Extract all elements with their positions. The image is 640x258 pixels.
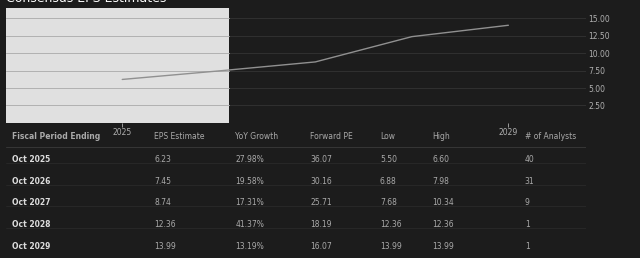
Text: Oct 2026: Oct 2026 xyxy=(12,176,51,186)
Text: 7.45: 7.45 xyxy=(154,176,171,186)
Text: 1: 1 xyxy=(525,220,529,229)
Text: 13.19%: 13.19% xyxy=(235,242,264,251)
Text: 7.68: 7.68 xyxy=(380,198,397,207)
Text: YoY Growth: YoY Growth xyxy=(235,132,278,141)
Text: 5.50: 5.50 xyxy=(380,155,397,164)
Text: 12.36: 12.36 xyxy=(154,220,176,229)
Text: 12.36: 12.36 xyxy=(432,220,454,229)
Text: 16.07: 16.07 xyxy=(310,242,332,251)
Text: 1: 1 xyxy=(525,242,529,251)
Text: 9: 9 xyxy=(525,198,530,207)
Text: Consensus EPS Estimates: Consensus EPS Estimates xyxy=(6,0,167,5)
Text: 7.98: 7.98 xyxy=(432,176,449,186)
Text: 8.74: 8.74 xyxy=(154,198,171,207)
Text: Oct 2027: Oct 2027 xyxy=(12,198,51,207)
Text: Fiscal Period Ending: Fiscal Period Ending xyxy=(12,132,100,141)
Text: 41.37%: 41.37% xyxy=(235,220,264,229)
Text: # of Analysts: # of Analysts xyxy=(525,132,576,141)
Text: 18.19: 18.19 xyxy=(310,220,332,229)
Text: 13.99: 13.99 xyxy=(432,242,454,251)
Text: 30.16: 30.16 xyxy=(310,176,332,186)
Text: 13.99: 13.99 xyxy=(380,242,402,251)
Text: High: High xyxy=(432,132,450,141)
Text: 13.99: 13.99 xyxy=(154,242,176,251)
Text: 27.98%: 27.98% xyxy=(235,155,264,164)
Text: 19.58%: 19.58% xyxy=(235,176,264,186)
Text: Oct 2029: Oct 2029 xyxy=(12,242,51,251)
Text: 17.31%: 17.31% xyxy=(235,198,264,207)
Text: 25.71: 25.71 xyxy=(310,198,332,207)
Text: Oct 2028: Oct 2028 xyxy=(12,220,51,229)
FancyBboxPatch shape xyxy=(6,8,229,123)
Text: 31: 31 xyxy=(525,176,534,186)
Text: Low: Low xyxy=(380,132,395,141)
Text: Oct 2025: Oct 2025 xyxy=(12,155,51,164)
Text: 6.88: 6.88 xyxy=(380,176,397,186)
Text: 12.36: 12.36 xyxy=(380,220,402,229)
Text: 36.07: 36.07 xyxy=(310,155,332,164)
Text: Forward PE: Forward PE xyxy=(310,132,353,141)
Text: 6.60: 6.60 xyxy=(432,155,449,164)
Text: 10.34: 10.34 xyxy=(432,198,454,207)
Text: EPS Estimate: EPS Estimate xyxy=(154,132,205,141)
Text: 40: 40 xyxy=(525,155,534,164)
Text: 6.23: 6.23 xyxy=(154,155,171,164)
